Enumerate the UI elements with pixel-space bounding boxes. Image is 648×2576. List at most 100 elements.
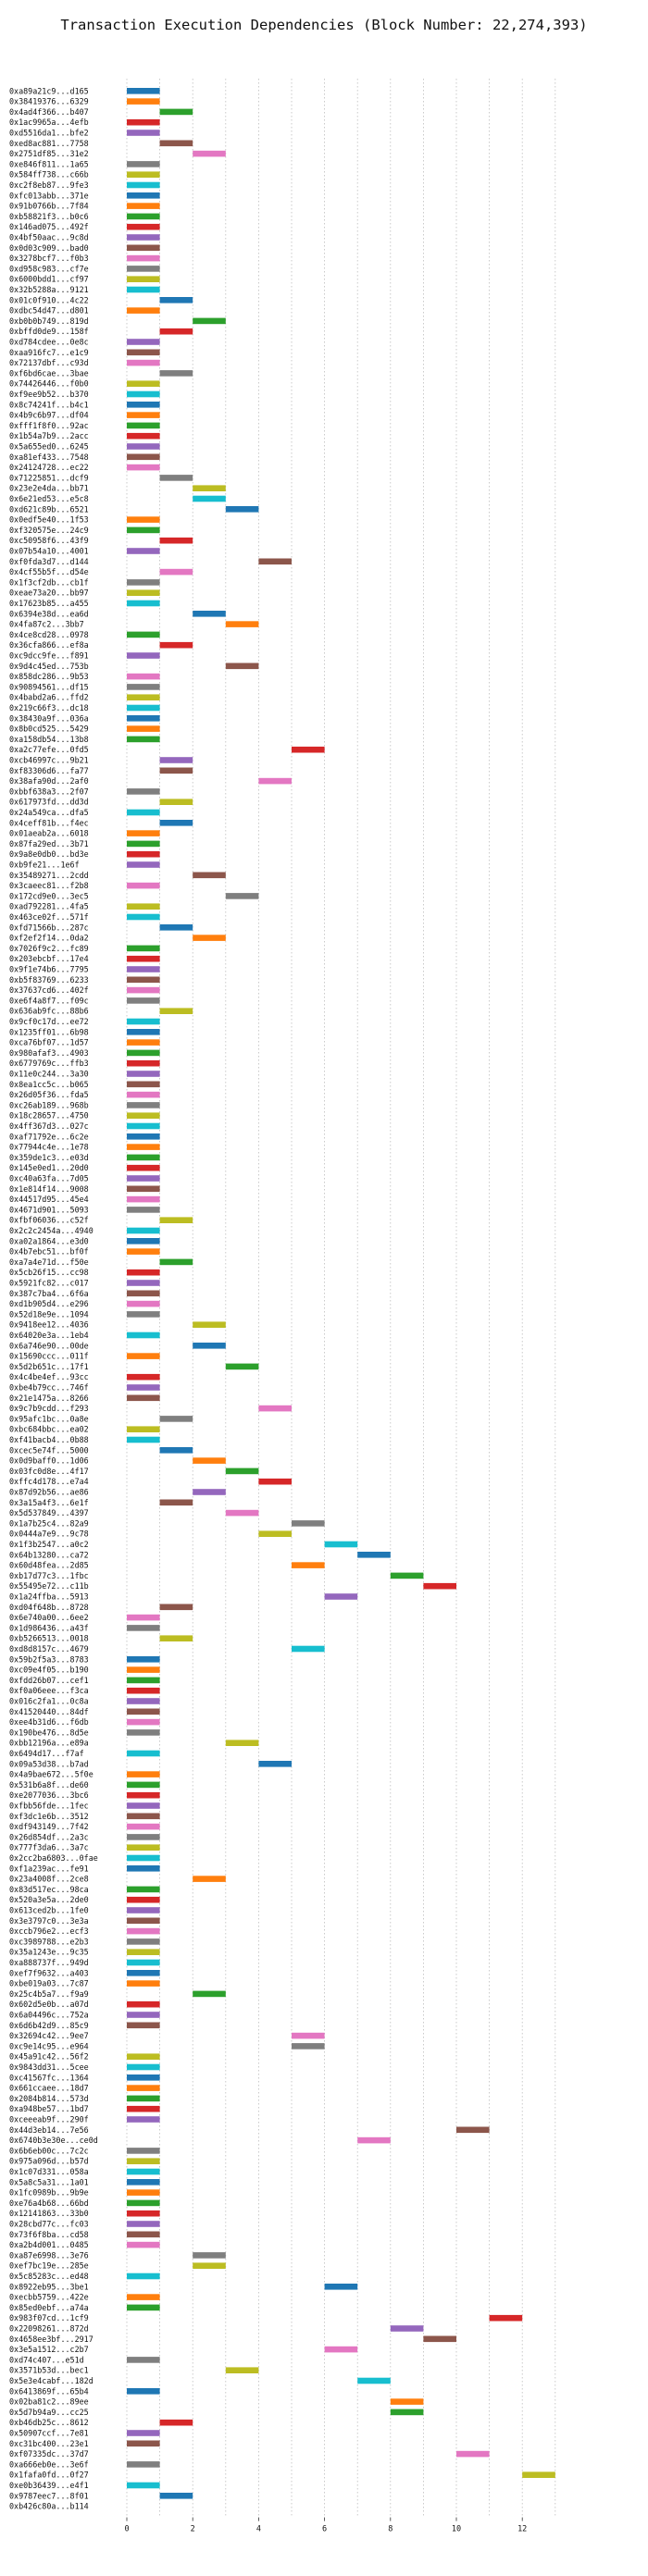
transaction-label: 0x64b13280...ca72	[9, 1550, 89, 1559]
transaction-label: 0x6e740a00...6ee2	[9, 1613, 89, 1622]
dependency-bar	[357, 1552, 391, 1558]
dependency-bar	[127, 1802, 160, 1809]
dependency-bar	[127, 2012, 160, 2018]
dependency-bar	[324, 2346, 358, 2353]
transaction-label: 0x9418ee12...4036	[9, 1320, 89, 1330]
transaction-label: 0xb9fe21...1e6f	[9, 861, 80, 870]
transaction-label: 0xc09e4f05...b190	[9, 1666, 89, 1675]
dependency-bar	[127, 203, 160, 209]
dependency-bar	[127, 2461, 160, 2468]
dependency-bar	[127, 2221, 160, 2227]
dependency-bar	[159, 1217, 193, 1223]
transaction-label: 0xd784cdee...0e8c	[9, 338, 89, 347]
x-tick-label: 4	[256, 2525, 261, 2534]
dependency-bar	[193, 1489, 226, 1495]
dependency-bar	[159, 1499, 193, 1506]
transaction-label: 0x9787eec7...8f01	[9, 2491, 89, 2500]
transaction-label: 0xb5266513...0018	[9, 1634, 89, 1643]
transaction-label: 0x44d3eb14...7e56	[9, 2125, 89, 2135]
transaction-label: 0x6779769c...ffb3	[9, 1059, 89, 1068]
dependency-bar	[127, 1227, 160, 1234]
transaction-label: 0x4658ee3bf...2917	[9, 2334, 93, 2344]
dependency-bar	[127, 286, 160, 293]
dependency-bar	[127, 339, 160, 345]
transaction-label: 0x980afaf3...4903	[9, 1048, 89, 1058]
dependency-bar	[127, 234, 160, 241]
dependency-bar	[127, 986, 160, 994]
transaction-label: 0x44517d95...45e4	[9, 1195, 89, 1204]
transaction-label: 0x4ceff81b...f4ec	[9, 818, 89, 827]
transaction-label: 0x5a8c5a31...1a01	[9, 2177, 89, 2186]
dependency-bar	[127, 1927, 160, 1935]
dependency-bar	[193, 485, 226, 491]
dependency-bar	[127, 579, 160, 586]
transaction-label: 0xb0b0b749...819d	[9, 316, 89, 326]
transaction-label: 0x2751df85...31e2	[9, 149, 89, 158]
transaction-label: 0xffc4d178...e7a4	[9, 1477, 89, 1486]
dependency-bar	[159, 799, 193, 805]
transaction-label: 0x3571b53d...bec1	[9, 2366, 89, 2375]
transaction-label: 0x1c07d331...058a	[9, 2167, 89, 2176]
transaction-label: 0x9c7b9cdd...f293	[9, 1404, 89, 1413]
transaction-label: 0x83d517ec...98ca	[9, 1885, 89, 1894]
dependency-bar	[159, 641, 193, 649]
transaction-label: 0x07b54a10...4001	[9, 547, 89, 556]
dependency-bar	[357, 2136, 391, 2144]
dependency-bar	[127, 600, 160, 607]
dependency-bar	[127, 1771, 160, 1777]
transaction-label: 0xd621c89b...6521	[9, 504, 89, 514]
transaction-label: 0x1e814f14...9008	[9, 1184, 89, 1194]
dependency-bar	[127, 2022, 160, 2029]
transaction-label: 0x5e3e4cabf...182d	[9, 2376, 93, 2385]
dependency-bar	[127, 830, 160, 836]
transaction-label: 0xf6bd6cae...3bae	[9, 368, 89, 378]
transaction-label: 0x3a15a4f3...6e1f	[9, 1498, 89, 1507]
transaction-label: 0xf41bacb4...0b88	[9, 1435, 89, 1444]
transaction-label: 0x41520440...84df	[9, 1707, 89, 1716]
dependency-bar	[127, 2158, 160, 2164]
transaction-label: 0xc3989788...e2b3	[9, 1937, 89, 1946]
transaction-label: 0xc26ab189...968b	[9, 1100, 89, 1109]
dependency-bar	[390, 1572, 424, 1579]
dependency-bar	[127, 2168, 160, 2175]
transaction-label: 0xb5f83769...6233	[9, 975, 89, 985]
dependency-bar	[127, 704, 160, 712]
y-axis-labels: 0xa89a21c9...d165 0x38419376...63290x4ad4…	[9, 86, 98, 2510]
dependency-bar	[193, 1321, 226, 1328]
dependency-bar	[127, 349, 160, 356]
transaction-label: 0xf1a239ac...fe91	[9, 1864, 89, 1873]
transaction-label: 0x8c74241f...b4c1	[9, 400, 89, 409]
dependency-bar	[127, 130, 160, 136]
transaction-label: 0x636ab9fc...88b6	[9, 1007, 89, 1016]
dependency-bar	[127, 1844, 160, 1851]
transaction-label: 0xfbb56fde...1fec	[9, 1802, 89, 1811]
dependency-bar	[390, 2398, 424, 2405]
dependency-bar	[127, 809, 160, 816]
transaction-label: 0x1235ff01...6b98	[9, 1027, 89, 1036]
transaction-label: 0xe2077036...3bc6	[9, 1790, 89, 1800]
dependency-bar	[127, 1248, 160, 1255]
transaction-label: 0xf0a06eee...f3ca	[9, 1686, 89, 1695]
dependency-bar	[258, 1405, 292, 1412]
transaction-label: 0xc2f8eb87...9fe3	[9, 180, 89, 190]
transaction-label: 0x15690ccc...011f	[9, 1352, 89, 1361]
transaction-label: 0xf07335dc...37d7	[9, 2449, 89, 2458]
transaction-label: 0x3caeec81...f2b8	[9, 881, 89, 890]
transaction-label: 0xef7bc19e...285e	[9, 2261, 89, 2271]
dependency-bar	[225, 893, 259, 899]
dependency-bar	[127, 2430, 160, 2436]
dependency-bar	[127, 254, 160, 262]
dependency-bar	[159, 108, 193, 116]
dependency-bar	[127, 1394, 160, 1402]
dependency-bar	[127, 1823, 160, 1830]
dependency-bar	[127, 1625, 160, 1631]
dependency-bar	[225, 1509, 259, 1517]
dependency-bar	[258, 558, 292, 565]
transaction-label: 0x387c7ba4...6f6a	[9, 1289, 89, 1298]
transaction-label: 0xa948be57...1bd7	[9, 2104, 89, 2113]
dependency-bar	[127, 1081, 160, 1088]
transaction-label: 0x6000bdd1...cf97	[9, 275, 89, 284]
transaction-label: 0x6413869f...65b4	[9, 2386, 89, 2396]
dependency-bar	[159, 924, 193, 931]
transaction-label: 0x21e1475a...8266	[9, 1393, 89, 1403]
